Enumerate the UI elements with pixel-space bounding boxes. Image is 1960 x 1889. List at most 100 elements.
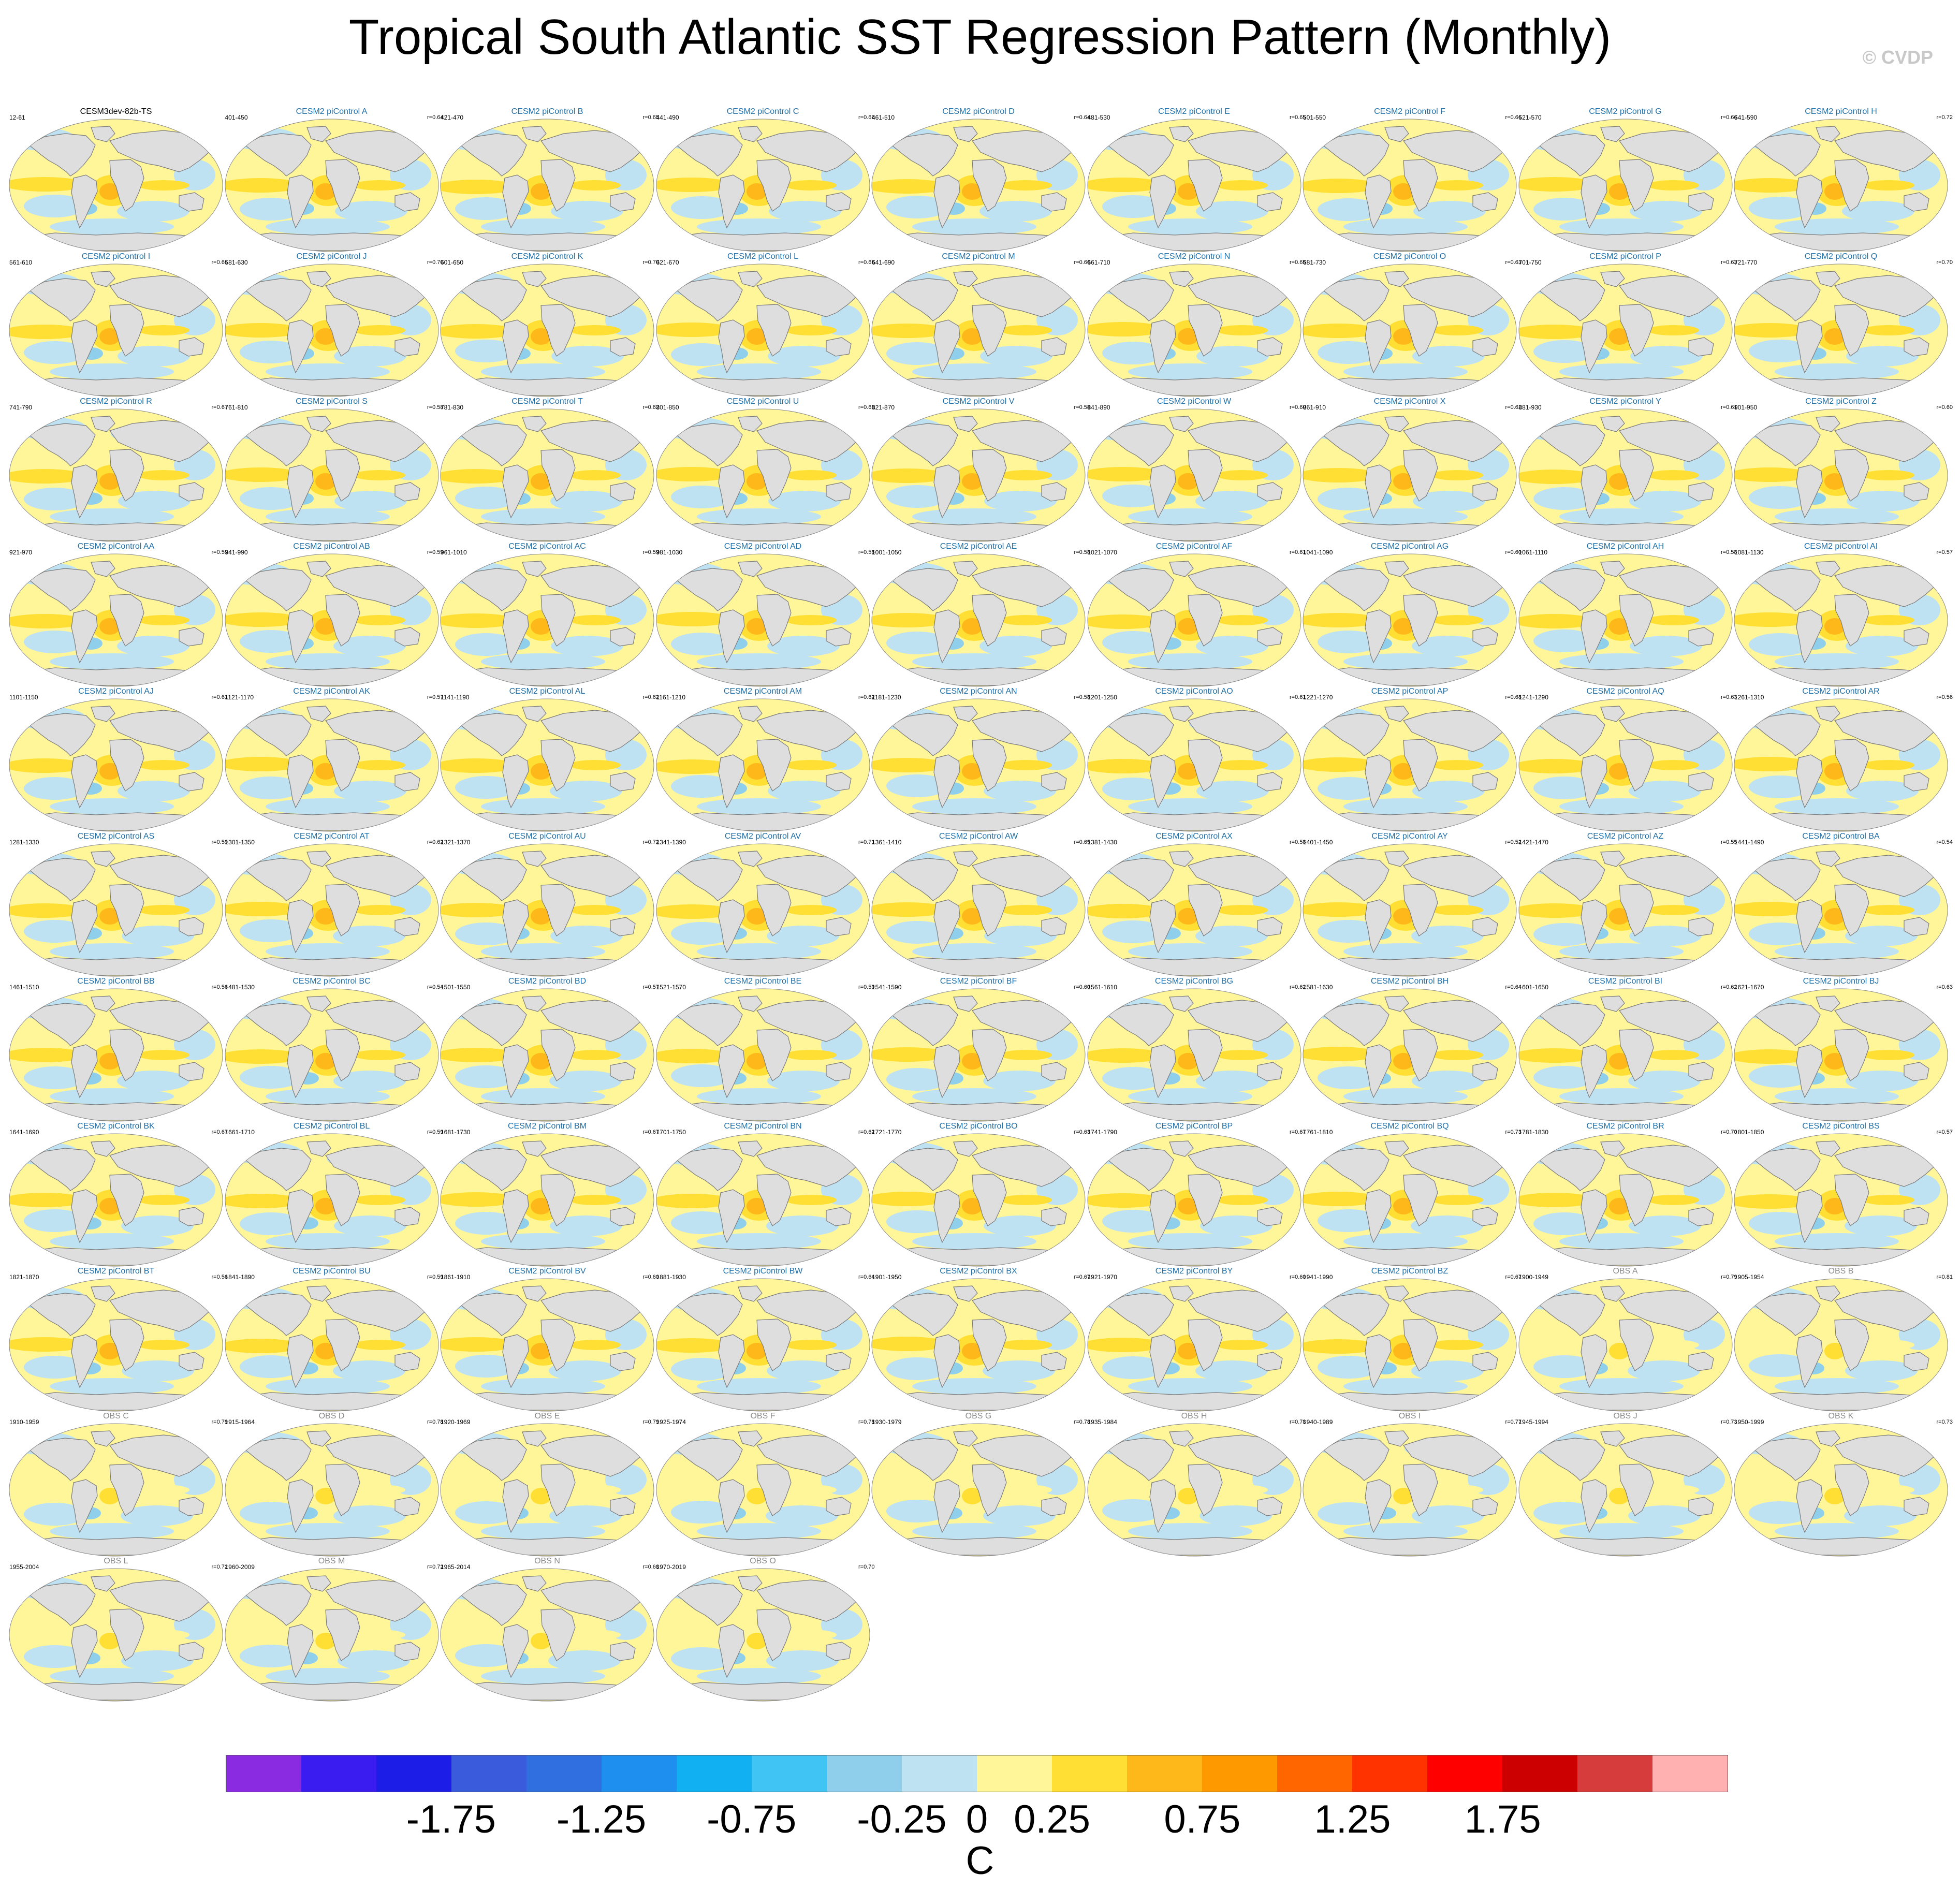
map-border bbox=[1087, 988, 1301, 1122]
positive-anomaly-core bbox=[531, 1488, 551, 1504]
negative-anomaly-region bbox=[1630, 346, 1703, 367]
negative-anomaly-region bbox=[24, 631, 86, 653]
north-america-land bbox=[1538, 1148, 1605, 1191]
panel-correlation: r=0.68 bbox=[1505, 694, 1522, 700]
positive-anomaly-region bbox=[872, 613, 948, 627]
panel-title: CESM2 piControl BW bbox=[723, 1267, 803, 1276]
colorbar-swatch bbox=[902, 1755, 977, 1792]
positive-anomaly-region bbox=[1431, 1195, 1483, 1205]
antarctica-land bbox=[1096, 667, 1292, 686]
eurasia-land bbox=[1187, 275, 1290, 317]
negative-anomaly-region bbox=[983, 1505, 1056, 1526]
greenland-land bbox=[1168, 416, 1194, 432]
map-svg bbox=[225, 1278, 438, 1412]
africa-land bbox=[109, 884, 144, 936]
positive-anomaly-region bbox=[1431, 760, 1483, 770]
australia-land bbox=[610, 917, 636, 936]
greenland-land bbox=[737, 416, 763, 432]
eurasia-land bbox=[1403, 275, 1505, 317]
negative-anomaly-region bbox=[767, 636, 840, 656]
north-america-land bbox=[244, 1293, 312, 1336]
panel-correlation: r=0.72 bbox=[1936, 114, 1953, 121]
panel-years: 601-650 bbox=[441, 259, 464, 266]
panel-title: CESM2 piControl BO bbox=[939, 1122, 1018, 1131]
south-america-land bbox=[286, 609, 314, 664]
map-panel: CESM2 piControl K 601-650 r=0.70 bbox=[440, 252, 659, 398]
positive-anomaly-region bbox=[1216, 760, 1268, 770]
map-border bbox=[1734, 263, 1948, 397]
negative-anomaly-region bbox=[1845, 1360, 1918, 1381]
panel-years: 1970-2019 bbox=[656, 1563, 686, 1571]
panel-years: 701-750 bbox=[1518, 259, 1542, 266]
africa-land bbox=[325, 739, 360, 792]
positive-anomaly-region bbox=[1303, 757, 1380, 772]
map-border bbox=[1303, 553, 1517, 687]
positive-anomaly-region bbox=[1431, 325, 1483, 335]
panel-correlation: r=0.58 bbox=[1721, 549, 1737, 555]
panel-title: CESM2 piControl BZ bbox=[1371, 1267, 1449, 1276]
panel-years: 1841-1890 bbox=[225, 1273, 255, 1281]
antarctica-land bbox=[881, 1247, 1077, 1266]
panel-title: OBS F bbox=[750, 1412, 776, 1421]
positive-anomaly-region bbox=[1087, 322, 1164, 336]
negative-anomaly-region bbox=[455, 1355, 517, 1378]
panel-correlation: r=0.59 bbox=[211, 839, 228, 845]
panel-title: CESM2 piControl O bbox=[1373, 252, 1446, 261]
map-panel: CESM2 piControl BI 1601-1650 r=0.62 bbox=[1518, 976, 1737, 1122]
colorbar-tick-label: -0.25 bbox=[857, 1797, 947, 1841]
negative-anomaly-region bbox=[912, 798, 1036, 815]
positive-anomaly-region bbox=[656, 904, 733, 919]
map-svg bbox=[225, 1133, 438, 1267]
panel-title: CESM2 piControl S bbox=[296, 397, 368, 406]
eurasia-land bbox=[325, 855, 428, 897]
negative-anomaly-region bbox=[455, 1644, 517, 1667]
positive-anomaly-region bbox=[1303, 1192, 1380, 1206]
eurasia-land bbox=[756, 130, 859, 172]
panel-correlation: r=0.79 bbox=[642, 1419, 660, 1425]
negative-anomaly-region bbox=[886, 921, 948, 944]
antarctica-land bbox=[1312, 957, 1508, 976]
positive-anomaly-core bbox=[99, 908, 120, 925]
positive-anomaly-core bbox=[531, 1343, 551, 1359]
map-svg bbox=[1087, 408, 1301, 542]
australia-land bbox=[1041, 482, 1067, 502]
positive-anomaly-core bbox=[1177, 618, 1198, 635]
north-america-land bbox=[675, 133, 743, 177]
south-america-land bbox=[718, 464, 745, 519]
panel-correlation: r=0.59 bbox=[858, 984, 875, 990]
antarctica-land bbox=[449, 1392, 646, 1411]
south-america-land bbox=[933, 609, 960, 664]
positive-anomaly-region bbox=[569, 905, 621, 915]
panel-years: 501-550 bbox=[1303, 114, 1326, 121]
greenland-land bbox=[953, 1430, 978, 1447]
map-svg bbox=[440, 119, 654, 252]
greenland-land bbox=[1168, 271, 1194, 287]
north-america-land bbox=[459, 1293, 527, 1336]
map-panel: CESM2 piControl H 541-590 r=0.72 bbox=[1733, 107, 1953, 253]
australia-land bbox=[610, 772, 636, 792]
africa-land bbox=[1618, 1319, 1654, 1371]
map-svg bbox=[1734, 1278, 1948, 1412]
south-america-land bbox=[933, 174, 960, 229]
north-america-land bbox=[1753, 1293, 1821, 1336]
panel-title: OBS O bbox=[750, 1557, 776, 1565]
map-svg bbox=[656, 553, 870, 687]
positive-anomaly-core bbox=[99, 1198, 120, 1214]
negative-anomaly-region bbox=[121, 1505, 193, 1526]
map-panel: CESM2 piControl D 461-510 r=0.64 bbox=[871, 107, 1090, 253]
positive-anomaly-region bbox=[1734, 1194, 1811, 1209]
africa-land bbox=[1403, 884, 1438, 936]
panel-title: CESM2 piControl BD bbox=[508, 977, 587, 986]
positive-anomaly-core bbox=[1393, 1198, 1414, 1214]
africa-land bbox=[972, 1463, 1007, 1516]
panel-title: OBS B bbox=[1828, 1267, 1854, 1276]
negative-anomaly-region bbox=[1559, 943, 1684, 960]
eurasia-land bbox=[1618, 710, 1721, 752]
greenland-land bbox=[737, 126, 763, 142]
panel-title: CESM3dev-82b-TS bbox=[80, 107, 152, 116]
eurasia-land bbox=[109, 1434, 212, 1477]
positive-anomaly-core bbox=[315, 1198, 336, 1214]
positive-anomaly-region bbox=[353, 1485, 405, 1495]
panel-title: CESM2 piControl U bbox=[726, 397, 799, 406]
positive-anomaly-region bbox=[353, 180, 405, 191]
